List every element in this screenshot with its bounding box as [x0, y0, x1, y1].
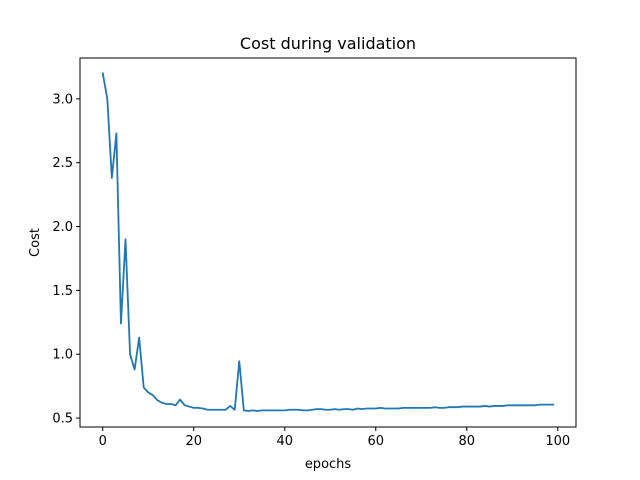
x-axis: 0 20 40 60 80 100 — [99, 427, 570, 449]
chart-title: Cost during validation — [240, 34, 416, 53]
y-tick-label: 2.5 — [52, 156, 73, 171]
y-tick-label: 0.5 — [52, 412, 73, 427]
y-tick-label: 2.0 — [52, 220, 73, 235]
y-axis-title: Cost — [28, 228, 43, 257]
x-tick-label: 60 — [368, 434, 385, 449]
x-tick-label: 20 — [185, 434, 202, 449]
x-tick-label: 40 — [276, 434, 293, 449]
x-tick-label: 80 — [459, 434, 476, 449]
y-tick-label: 1.0 — [52, 348, 73, 363]
y-tick-label: 1.5 — [52, 284, 73, 299]
cost-series-line — [101, 72, 555, 412]
y-tick-label: 3.0 — [52, 92, 73, 107]
y-axis: 0.5 1.0 1.5 2.0 2.5 3.0 — [52, 92, 80, 427]
x-tick-label: 0 — [99, 434, 107, 449]
x-axis-title: epochs — [305, 457, 352, 472]
plot-area-frame — [79, 57, 577, 428]
x-tick-label: 100 — [545, 434, 570, 449]
